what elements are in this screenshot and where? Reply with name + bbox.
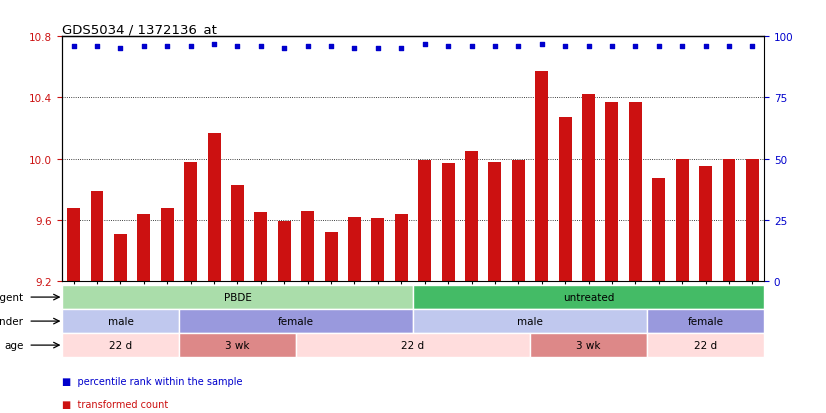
Point [676, 44, 689, 50]
Bar [418, 161, 431, 281]
Text: GDS5034 / 1372136_at: GDS5034 / 1372136_at [62, 23, 216, 36]
Point [699, 44, 712, 50]
Text: ■  transformed count: ■ transformed count [62, 399, 169, 409]
Bar [114, 234, 127, 281]
Point [582, 44, 595, 50]
Point [372, 46, 385, 53]
Text: 3 wk: 3 wk [577, 340, 601, 350]
Point [511, 44, 525, 50]
Point [278, 46, 291, 53]
Bar [325, 233, 338, 281]
Bar [676, 159, 689, 281]
Point [230, 44, 244, 50]
Bar [179, 333, 296, 357]
Bar [62, 285, 413, 309]
Text: 22 d: 22 d [401, 340, 425, 350]
Point [254, 44, 268, 50]
Point [418, 41, 431, 48]
Text: 3 wk: 3 wk [225, 340, 249, 350]
Bar [647, 309, 764, 333]
Point [465, 44, 478, 50]
Bar [413, 285, 764, 309]
Point [207, 41, 221, 48]
Bar [254, 213, 268, 281]
Point [137, 44, 150, 50]
Text: agent: agent [0, 292, 23, 302]
Point [535, 41, 548, 48]
Text: male: male [517, 316, 543, 326]
Bar [161, 208, 173, 281]
Point [488, 44, 501, 50]
Text: female: female [687, 316, 724, 326]
Bar [67, 208, 80, 281]
Bar [91, 191, 103, 281]
Bar [582, 95, 595, 281]
Point [605, 44, 619, 50]
Point [301, 44, 314, 50]
Bar [278, 222, 291, 281]
Bar [746, 159, 759, 281]
Bar [629, 103, 642, 281]
Point [67, 44, 80, 50]
Text: female: female [278, 316, 314, 326]
Text: 22 d: 22 d [694, 340, 717, 350]
Point [325, 44, 338, 50]
Text: untreated: untreated [563, 292, 615, 302]
Point [722, 44, 735, 50]
Bar [348, 217, 361, 281]
Bar [442, 164, 454, 281]
Bar [231, 185, 244, 281]
Bar [535, 72, 548, 281]
Point [90, 44, 104, 50]
Bar [605, 103, 619, 281]
Point [395, 46, 408, 53]
Bar [647, 333, 764, 357]
Text: male: male [107, 316, 133, 326]
Bar [512, 161, 525, 281]
Bar [395, 214, 408, 281]
Bar [488, 162, 501, 281]
Point [746, 44, 759, 50]
Bar [62, 309, 179, 333]
Bar [207, 133, 221, 281]
Bar [558, 118, 572, 281]
Bar [699, 167, 712, 281]
Text: gender: gender [0, 316, 23, 326]
Point [558, 44, 572, 50]
Bar [723, 159, 735, 281]
Bar [372, 219, 384, 281]
Point [160, 44, 173, 50]
Point [652, 44, 665, 50]
Text: 22 d: 22 d [109, 340, 132, 350]
Text: ■  percentile rank within the sample: ■ percentile rank within the sample [62, 376, 243, 386]
Bar [179, 309, 413, 333]
Bar [184, 162, 197, 281]
Bar [301, 211, 314, 281]
Point [184, 44, 197, 50]
Bar [62, 333, 179, 357]
Text: age: age [4, 340, 23, 350]
Bar [530, 333, 647, 357]
Bar [465, 152, 478, 281]
Point [629, 44, 642, 50]
Text: PBDE: PBDE [224, 292, 251, 302]
Bar [137, 214, 150, 281]
Bar [296, 333, 530, 357]
Point [348, 46, 361, 53]
Bar [653, 179, 665, 281]
Point [114, 46, 127, 53]
Bar [413, 309, 647, 333]
Point [441, 44, 454, 50]
